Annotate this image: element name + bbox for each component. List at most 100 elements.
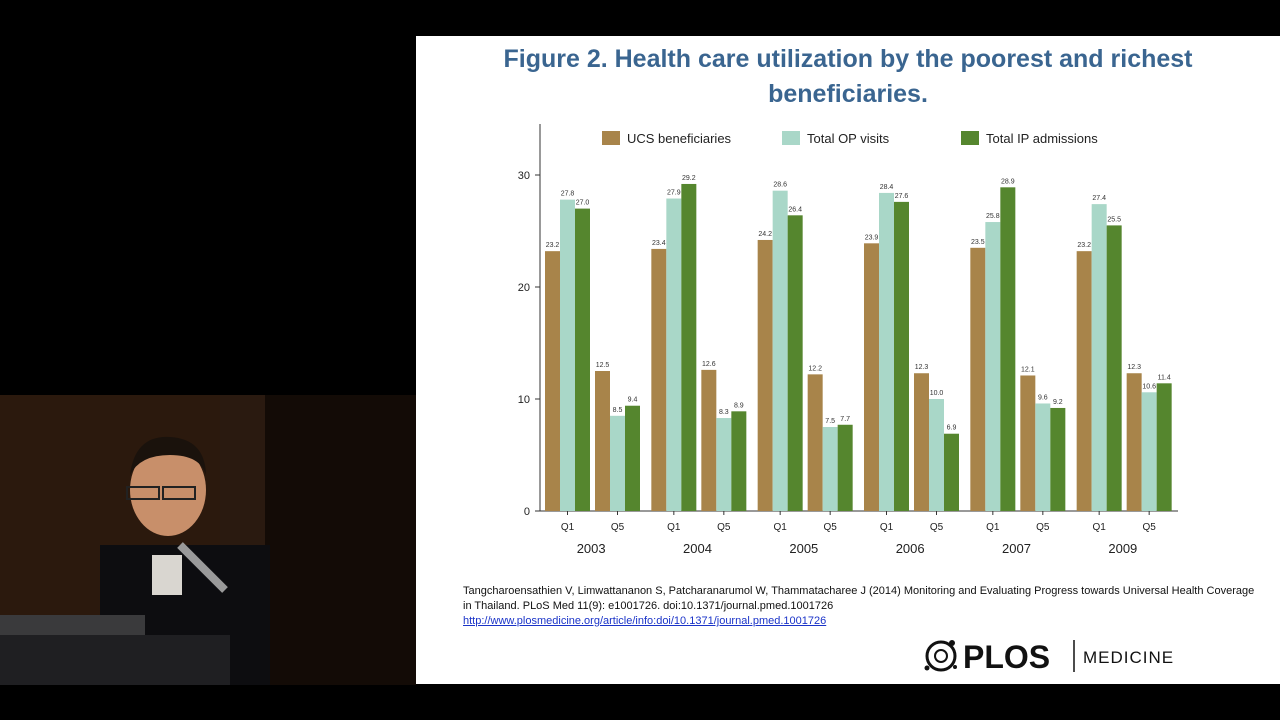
x-quintile-label: Q1 xyxy=(561,522,575,533)
chart-legend: UCS beneficiaries Total OP visits Total IP… xyxy=(602,131,1098,146)
bar-value-label: 24.2 xyxy=(758,231,772,238)
legend-label: Total IP admissions xyxy=(986,131,1098,146)
x-quintile-label: Q1 xyxy=(880,522,894,533)
presentation-slide: Figure 2. Health care utilization by the… xyxy=(416,36,1280,684)
legend-label: Total OP visits xyxy=(807,131,890,146)
bar xyxy=(1126,373,1142,511)
y-tick-label: 0 xyxy=(524,506,530,518)
bar-value-label: 23.2 xyxy=(1077,242,1091,249)
bar xyxy=(666,198,682,511)
bar-value-label: 12.5 xyxy=(596,362,610,369)
chart-bars: 23.2 27.827.0 12.5 8.5 9.4 23.4 27.9 29.2 12.6 8.… xyxy=(545,175,1172,512)
bar-value-label: 12.6 xyxy=(702,361,716,368)
bar-value-label: 29.2 xyxy=(682,175,696,182)
bar xyxy=(944,433,959,511)
bar-value-label: 7.5 xyxy=(825,418,835,425)
logo-plos-text: PLOS xyxy=(963,639,1050,675)
legend-swatch xyxy=(602,131,620,145)
x-quintile-label: Q1 xyxy=(667,522,681,533)
x-quintile-label: Q1 xyxy=(1092,522,1106,533)
bar-value-label: 27.4 xyxy=(1092,195,1106,202)
x-year-label: 2005 xyxy=(789,541,818,556)
bar-value-label: 27.6 xyxy=(895,193,909,200)
bar-value-label: 8.5 xyxy=(613,407,623,414)
y-tick-label: 20 xyxy=(518,282,530,294)
bar xyxy=(1106,225,1122,511)
bar-value-label: 12.2 xyxy=(808,365,822,372)
bar-value-label: 23.9 xyxy=(865,234,879,241)
bar-value-label: 27.8 xyxy=(561,191,575,198)
plos-medicine-logo: PLOS MEDICINE xyxy=(924,639,1174,675)
bar xyxy=(1050,407,1066,511)
bar xyxy=(894,201,909,511)
bar-value-label: 9.2 xyxy=(1053,399,1063,406)
legend-swatch xyxy=(961,131,979,145)
bar-value-label: 26.4 xyxy=(788,206,802,213)
x-year-label: 2004 xyxy=(683,541,712,556)
bar xyxy=(716,418,732,511)
bar-value-label: 28.9 xyxy=(1001,178,1015,185)
x-year-label: 2007 xyxy=(1002,541,1031,556)
x-year-label: 2003 xyxy=(577,541,606,556)
bar-value-label: 28.4 xyxy=(880,184,894,191)
bar-value-label: 11.4 xyxy=(1158,374,1171,381)
bar xyxy=(787,215,803,511)
bar xyxy=(1076,251,1092,511)
bar-value-label: 23.2 xyxy=(546,242,560,249)
x-quintile-label: Q1 xyxy=(986,522,1000,533)
bar xyxy=(560,199,575,511)
bar-value-label: 12.1 xyxy=(1021,366,1035,373)
bar xyxy=(545,251,560,511)
bar xyxy=(1020,375,1036,511)
x-quintile-label: Q5 xyxy=(1142,522,1156,533)
bar xyxy=(879,192,894,512)
x-quintile-label: Q5 xyxy=(611,522,625,533)
x-quintile-label: Q1 xyxy=(773,522,787,533)
bar-value-label: 10.6 xyxy=(1142,383,1156,390)
bar xyxy=(1091,204,1107,511)
legend-label: UCS beneficiaries xyxy=(627,131,732,146)
bar xyxy=(625,405,640,511)
bar-value-label: 12.3 xyxy=(1127,364,1141,371)
bar xyxy=(970,247,986,512)
bar-value-label: 6.9 xyxy=(947,425,957,432)
bar-value-label: 9.6 xyxy=(1038,394,1048,401)
bar-value-label: 8.9 xyxy=(734,402,744,409)
x-year-label: 2009 xyxy=(1108,541,1137,556)
bar-value-label: 10.0 xyxy=(930,390,944,397)
bar-chart: UCS beneficiaries Total OP visits Total IP… xyxy=(518,124,1178,556)
bar xyxy=(1000,187,1016,511)
legend-swatch xyxy=(782,131,800,145)
x-quintile-label: Q5 xyxy=(1036,522,1050,533)
x-quintile-label: Q5 xyxy=(930,522,944,533)
bar xyxy=(864,243,879,511)
citation-link[interactable]: http://www.plosmedicine.org/article/info… xyxy=(463,615,827,627)
bar xyxy=(822,427,838,511)
bar xyxy=(929,399,944,511)
bar-value-label: 25.5 xyxy=(1107,216,1121,223)
bar xyxy=(985,222,1001,512)
x-quintile-label: Q5 xyxy=(823,522,837,533)
bar xyxy=(772,190,788,511)
logo-medicine-text: MEDICINE xyxy=(1083,648,1174,667)
bar-value-label: 25.8 xyxy=(986,213,1000,220)
speaker-image xyxy=(0,395,416,685)
bar xyxy=(914,373,929,511)
bar-value-label: 7.7 xyxy=(840,416,850,423)
bar-value-label: 12.3 xyxy=(915,364,929,371)
bar-value-label: 28.6 xyxy=(773,182,787,189)
bar xyxy=(681,183,697,511)
bar xyxy=(757,239,773,511)
citation-text: Tangcharoensathien V, Limwattananon S, P… xyxy=(463,585,1255,612)
bar xyxy=(610,415,625,511)
bar xyxy=(1141,392,1157,511)
bar-value-label: 23.5 xyxy=(971,239,985,246)
bar-value-label: 27.0 xyxy=(576,200,590,207)
bar-value-label: 23.4 xyxy=(652,240,666,247)
speaker-video xyxy=(0,395,416,685)
bar-value-label: 8.3 xyxy=(719,409,729,416)
bar xyxy=(837,424,853,511)
x-quintile-label: Q5 xyxy=(717,522,731,533)
plos-globe-icon xyxy=(925,640,957,672)
y-tick-label: 10 xyxy=(518,394,530,406)
